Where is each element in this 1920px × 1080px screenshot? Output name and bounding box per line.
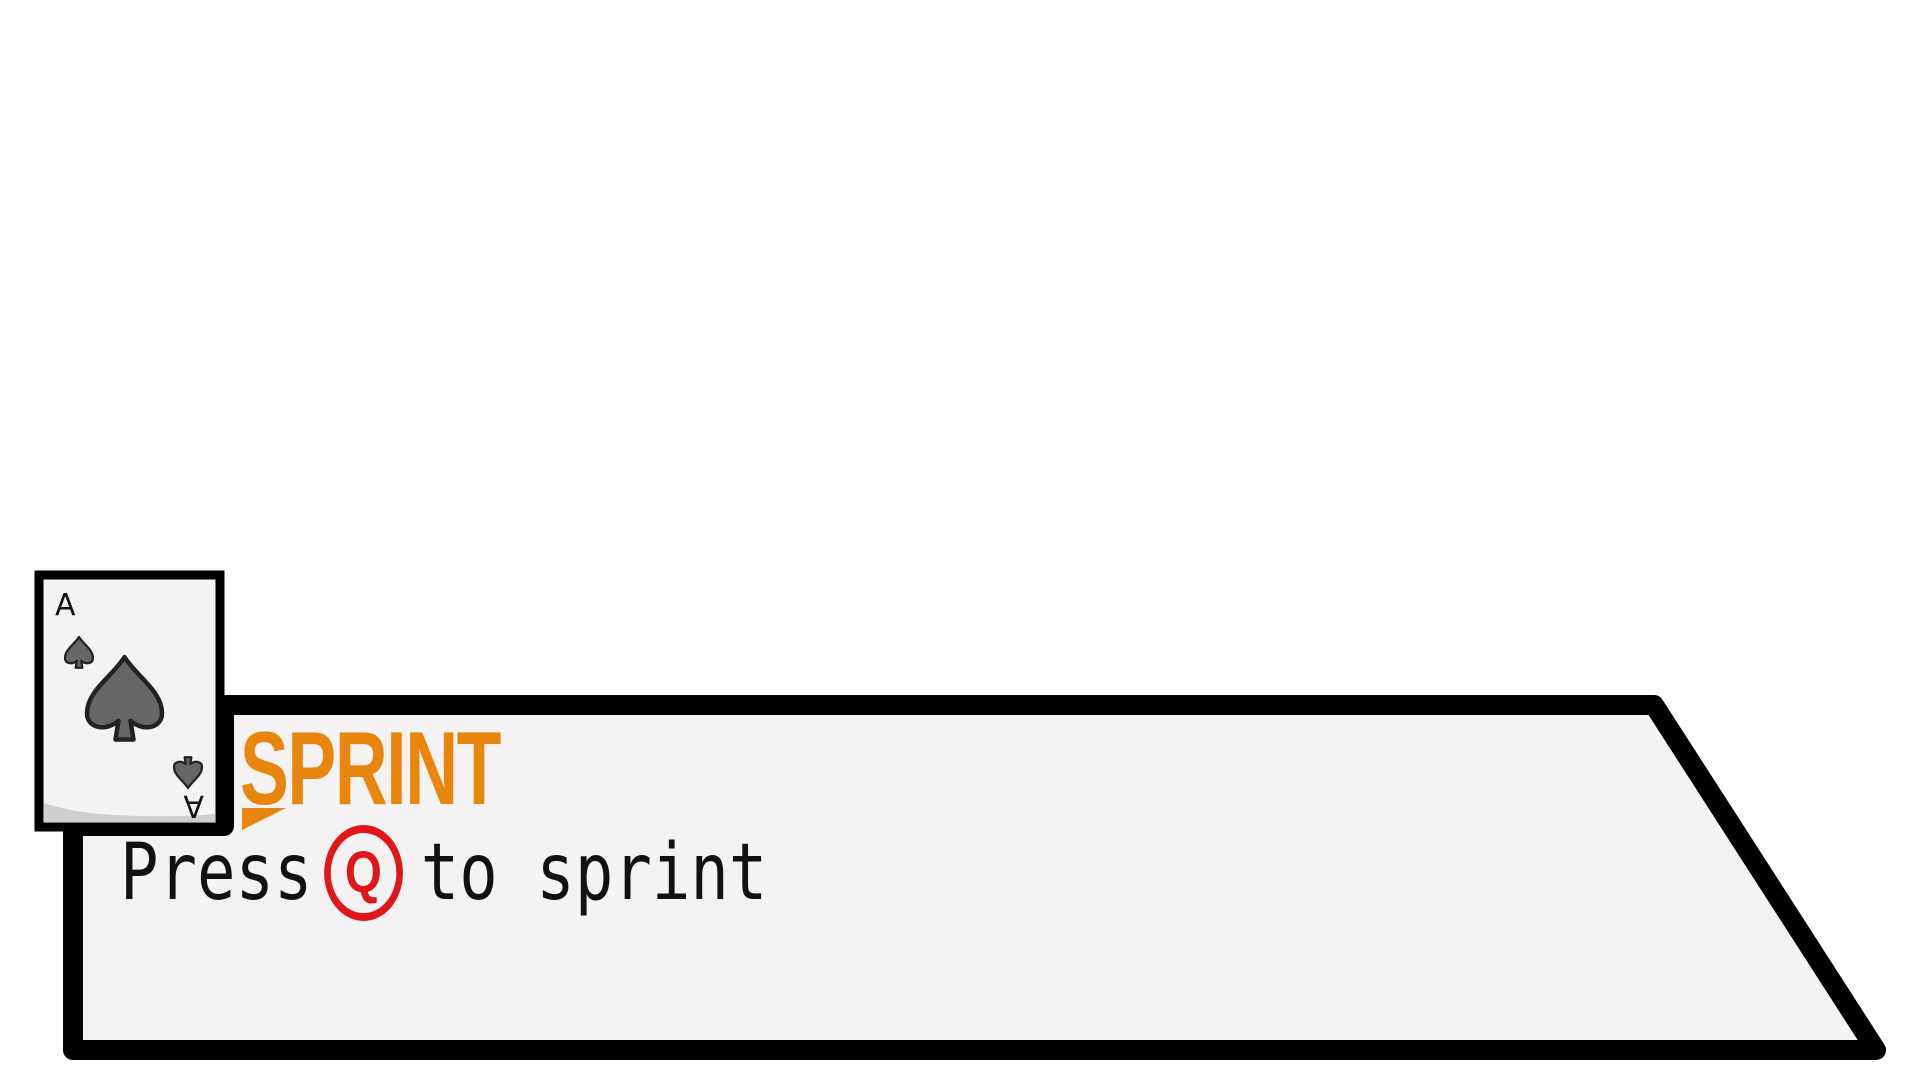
- prompt-text-after: to sprint: [420, 828, 768, 918]
- spade-icon: [84, 654, 165, 742]
- ability-card: A A: [34, 570, 226, 832]
- key-badge-q: Q: [324, 825, 403, 921]
- spade-icon: [63, 635, 95, 669]
- tutorial-prompt: Press Q to sprint: [120, 822, 767, 924]
- card-shadow: [44, 803, 215, 822]
- spade-icon: [172, 756, 204, 790]
- tutorial-title-text: SPRINT: [240, 712, 501, 827]
- card-rank-bottom: A: [183, 788, 204, 823]
- key-letter: Q: [344, 840, 382, 905]
- title-slash-mark: [242, 808, 286, 830]
- tutorial-title: SPRINT: [240, 712, 540, 830]
- prompt-text-before: Press: [120, 828, 313, 918]
- card-rank-top: A: [55, 588, 76, 623]
